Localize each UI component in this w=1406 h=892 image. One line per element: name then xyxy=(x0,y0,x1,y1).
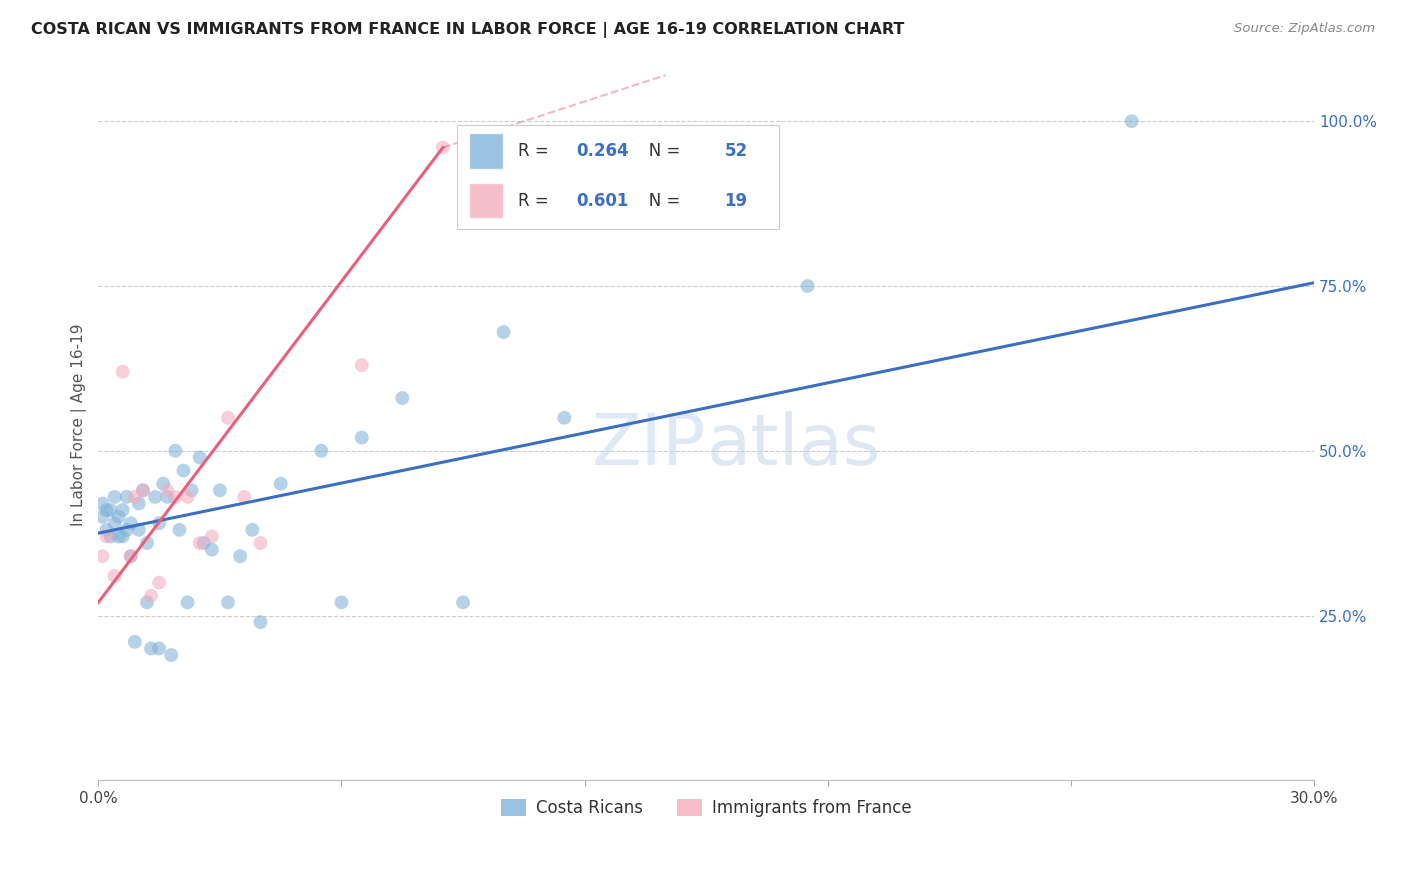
FancyBboxPatch shape xyxy=(470,183,503,219)
Point xyxy=(115,490,138,504)
Point xyxy=(350,431,373,445)
Text: ZIP: ZIP xyxy=(592,411,706,480)
Point xyxy=(350,358,373,372)
Point xyxy=(100,529,122,543)
Point xyxy=(103,490,125,504)
Point xyxy=(103,516,125,531)
Text: 0.264: 0.264 xyxy=(576,142,628,160)
Point xyxy=(208,483,231,498)
Point xyxy=(391,391,413,405)
Point xyxy=(201,542,224,557)
Point xyxy=(176,595,198,609)
Text: N =: N = xyxy=(633,142,686,160)
Point xyxy=(160,648,183,662)
Point xyxy=(139,589,162,603)
Point xyxy=(139,641,162,656)
Point xyxy=(148,575,170,590)
Point xyxy=(124,490,146,504)
Point xyxy=(180,483,202,498)
Point xyxy=(217,595,239,609)
Point xyxy=(270,476,292,491)
Point xyxy=(201,529,224,543)
Point xyxy=(120,549,142,564)
Point xyxy=(100,503,122,517)
Point xyxy=(193,536,215,550)
Point xyxy=(148,516,170,531)
Point xyxy=(136,536,159,550)
Point xyxy=(107,509,129,524)
Legend: Costa Ricans, Immigrants from France: Costa Ricans, Immigrants from France xyxy=(494,790,920,825)
Point xyxy=(249,536,271,550)
Point xyxy=(103,569,125,583)
Point xyxy=(188,450,211,465)
Point xyxy=(111,365,134,379)
Point xyxy=(165,490,187,504)
Point xyxy=(796,279,818,293)
Point xyxy=(132,483,155,498)
Point xyxy=(156,490,179,504)
Point xyxy=(169,523,191,537)
Text: 52: 52 xyxy=(724,142,748,160)
Text: COSTA RICAN VS IMMIGRANTS FROM FRANCE IN LABOR FORCE | AGE 16-19 CORRELATION CHA: COSTA RICAN VS IMMIGRANTS FROM FRANCE IN… xyxy=(31,22,904,38)
Point xyxy=(120,516,142,531)
Point xyxy=(91,549,114,564)
Point xyxy=(111,529,134,543)
Point xyxy=(96,529,118,543)
Point xyxy=(91,509,114,524)
Point xyxy=(111,503,134,517)
Text: R =: R = xyxy=(517,142,554,160)
Point xyxy=(165,443,187,458)
Point xyxy=(156,483,179,498)
Point xyxy=(492,325,515,339)
FancyBboxPatch shape xyxy=(457,126,779,228)
Text: atlas: atlas xyxy=(706,411,880,480)
Point xyxy=(217,410,239,425)
Point xyxy=(143,490,166,504)
Point xyxy=(128,523,150,537)
Point xyxy=(233,490,256,504)
Point xyxy=(128,496,150,510)
FancyBboxPatch shape xyxy=(470,133,503,169)
Point xyxy=(432,140,454,154)
Y-axis label: In Labor Force | Age 16-19: In Labor Force | Age 16-19 xyxy=(72,323,87,525)
Point xyxy=(249,615,271,629)
Point xyxy=(96,503,118,517)
Point xyxy=(172,464,194,478)
Point xyxy=(148,641,170,656)
Point xyxy=(176,490,198,504)
Point xyxy=(152,476,174,491)
Point xyxy=(120,549,142,564)
Point xyxy=(107,529,129,543)
Point xyxy=(240,523,263,537)
Point xyxy=(309,443,332,458)
Point xyxy=(188,536,211,550)
Text: 19: 19 xyxy=(724,192,748,210)
Point xyxy=(136,595,159,609)
Point xyxy=(1121,114,1143,128)
Point xyxy=(553,410,575,425)
Point xyxy=(124,635,146,649)
Point xyxy=(132,483,155,498)
Text: N =: N = xyxy=(633,192,686,210)
Point xyxy=(96,523,118,537)
Point xyxy=(229,549,252,564)
Text: 0.601: 0.601 xyxy=(576,192,628,210)
Point xyxy=(115,523,138,537)
Point xyxy=(91,496,114,510)
Point xyxy=(330,595,353,609)
Text: Source: ZipAtlas.com: Source: ZipAtlas.com xyxy=(1234,22,1375,36)
Point xyxy=(451,595,474,609)
Text: R =: R = xyxy=(517,192,554,210)
